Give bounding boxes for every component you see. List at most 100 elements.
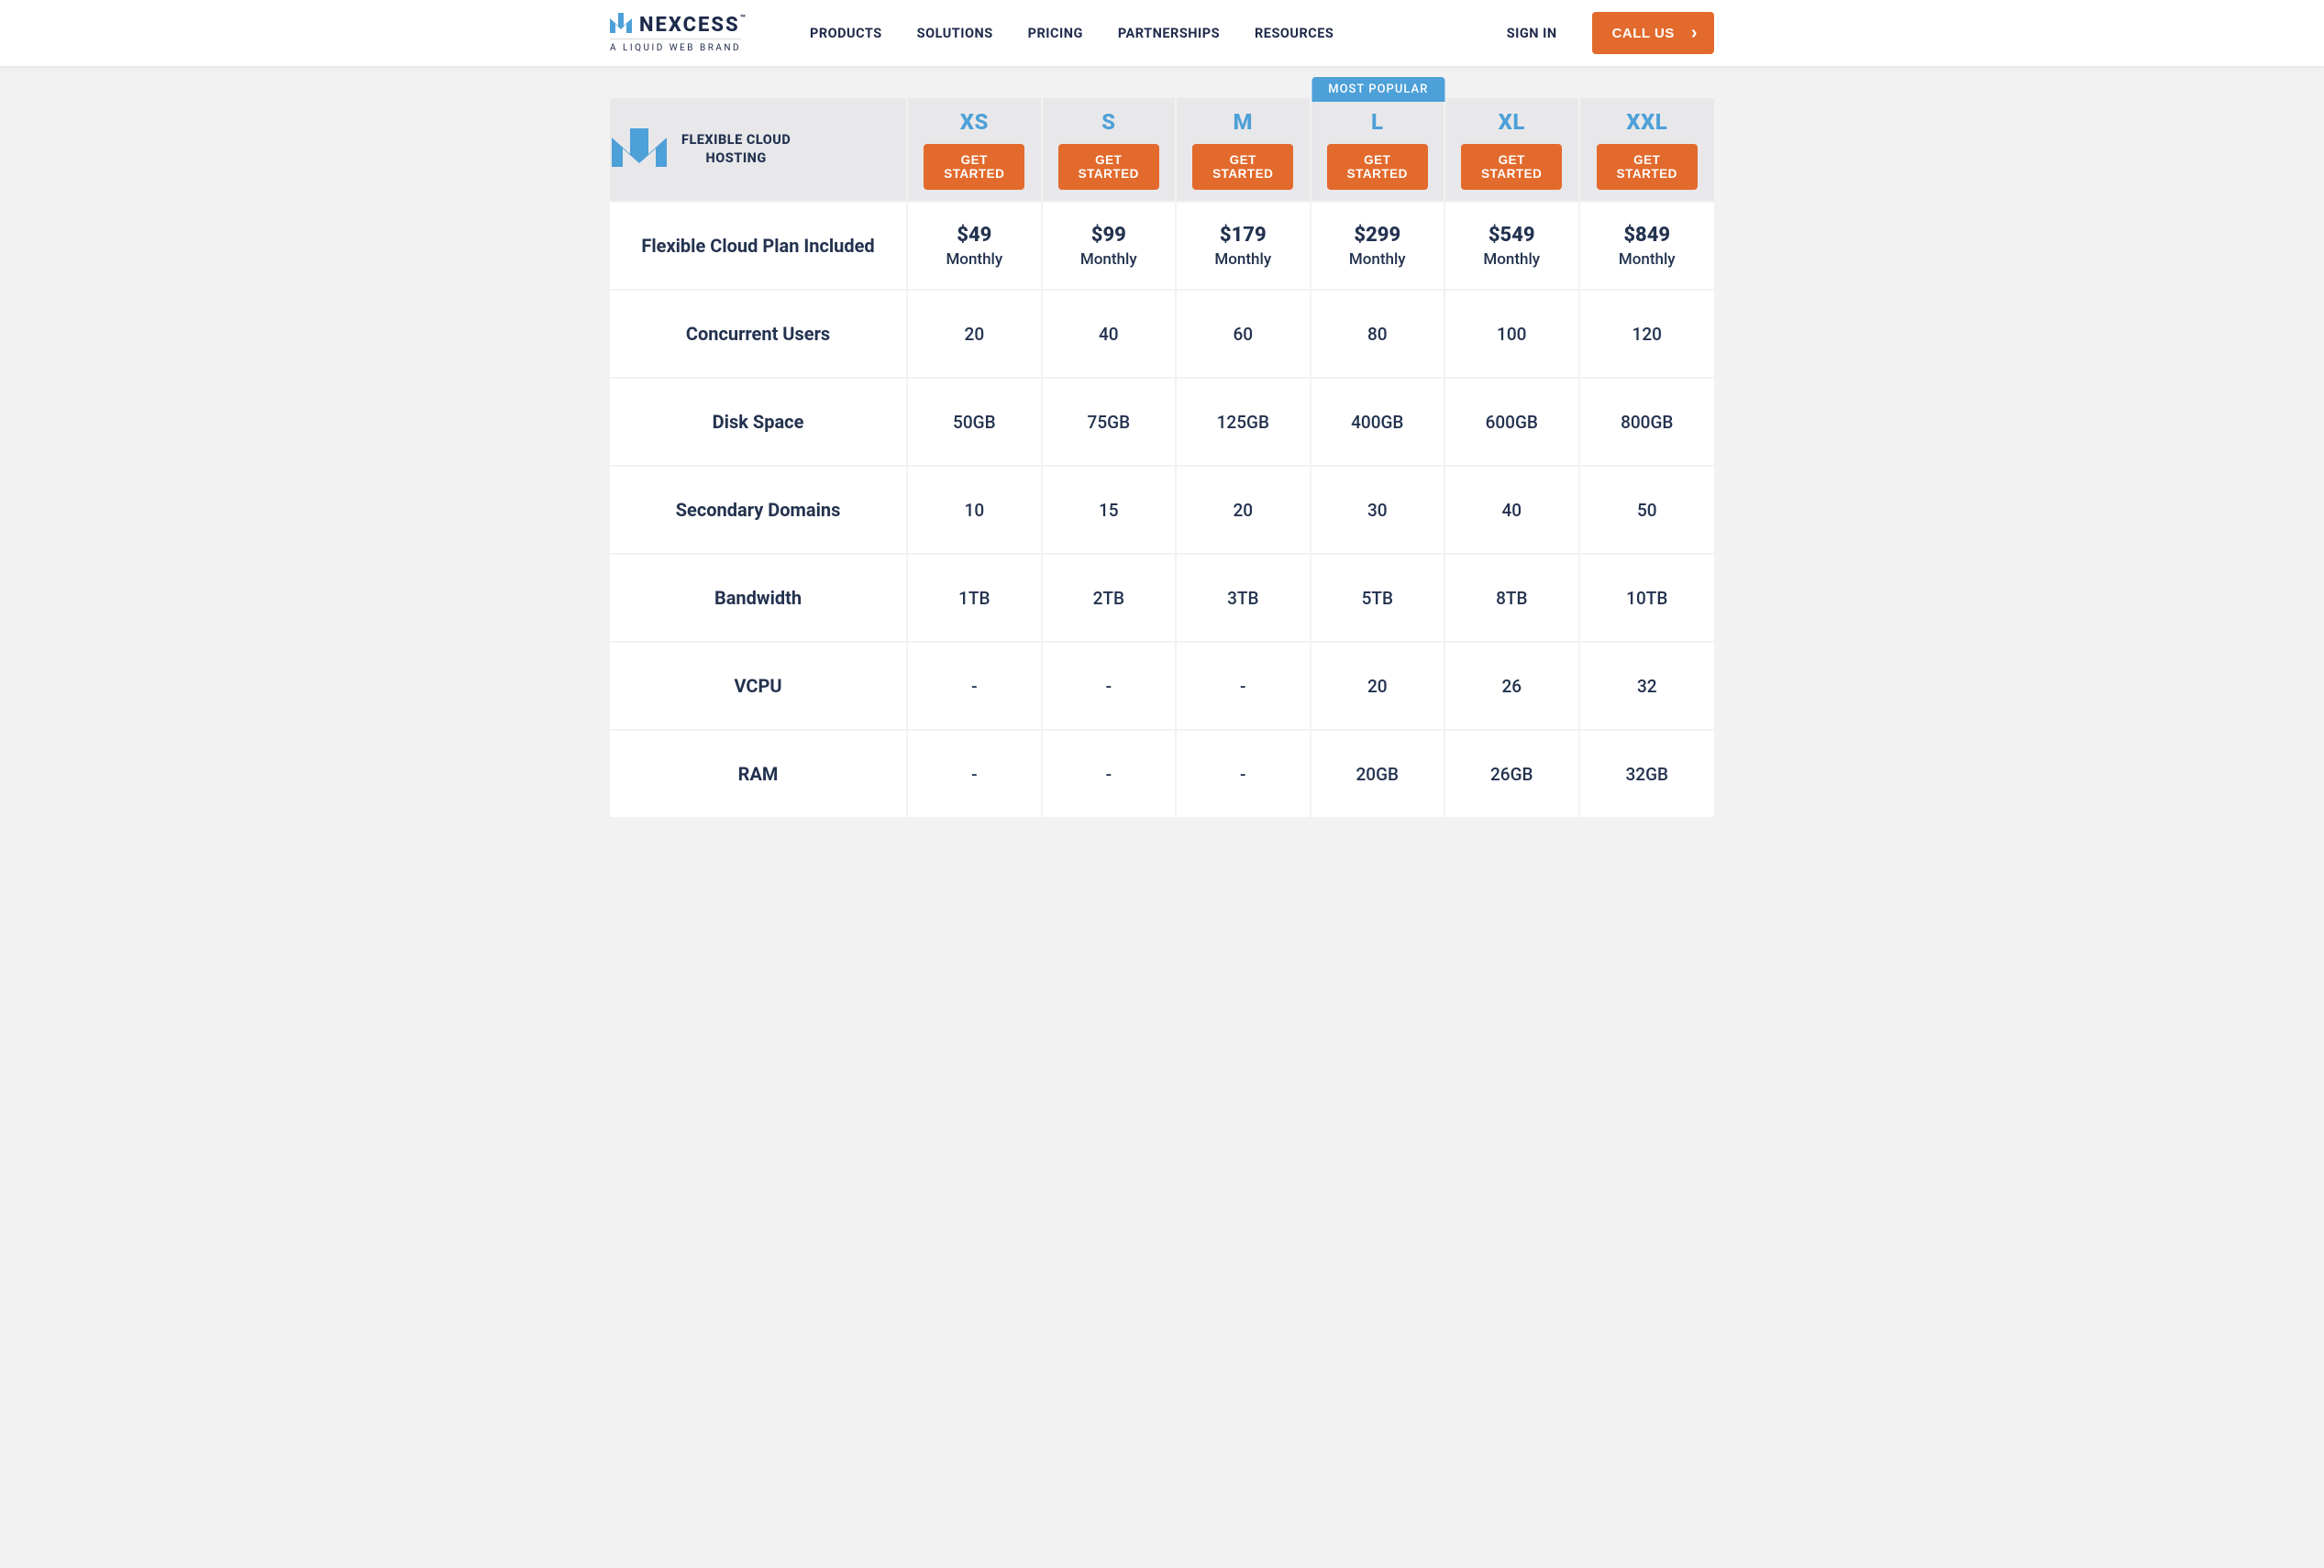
feature-label: Disk Space: [610, 379, 908, 467]
table-row: Concurrent Users20406080100120: [610, 291, 1714, 379]
feature-value: 50: [1580, 467, 1715, 555]
feature-value: 20: [1177, 467, 1311, 555]
feature-label: Secondary Domains: [610, 467, 908, 555]
feature-value: 8TB: [1445, 555, 1579, 643]
table-row: VCPU---202632: [610, 643, 1714, 731]
feature-value: $549 Monthly: [1445, 203, 1579, 291]
table-corner-cell: FLEXIBLE CLOUDHOSTING: [610, 98, 908, 203]
plan-price-period: Monthly: [946, 250, 1002, 269]
table-corner-title: FLEXIBLE CLOUDHOSTING: [681, 131, 791, 167]
feature-value: 40: [1445, 467, 1579, 555]
feature-value: -: [908, 731, 1042, 819]
feature-value: $849 Monthly: [1580, 203, 1715, 291]
feature-value: 30: [1311, 467, 1445, 555]
feature-value: 5TB: [1311, 555, 1445, 643]
get-started-l[interactable]: GET STARTED: [1327, 144, 1428, 190]
plan-name-m[interactable]: M: [1234, 109, 1254, 135]
primary-nav: PRODUCTS SOLUTIONS PRICING PARTNERSHIPS …: [810, 26, 1472, 41]
plan-header-l: L GET STARTED: [1311, 98, 1445, 203]
feature-value: 20: [908, 291, 1042, 379]
feature-value: 125GB: [1177, 379, 1311, 467]
feature-value: 120: [1580, 291, 1715, 379]
feature-value: -: [1177, 643, 1311, 731]
feature-value: $99Monthly: [1043, 203, 1177, 291]
chevron-right-icon: ›: [1691, 24, 1698, 42]
get-started-m[interactable]: GET STARTED: [1192, 144, 1293, 190]
signin-link[interactable]: SIGN IN: [1507, 26, 1557, 41]
site-header: NEXCESS™ A LIQUID WEB BRAND PRODUCTS SOL…: [0, 0, 2324, 67]
feature-value: 10TB: [1580, 555, 1715, 643]
table-row: RAM---20GB26GB32GB: [610, 731, 1714, 819]
most-popular-badge: MOST POPULAR: [1311, 77, 1444, 102]
plan-price-period: Monthly: [1349, 250, 1406, 269]
brand-name-text: NEXCESS: [639, 14, 740, 37]
nav-pricing[interactable]: PRICING: [1028, 26, 1083, 41]
feature-value: 1TB: [908, 555, 1042, 643]
plan-price-period: Monthly: [1483, 250, 1540, 269]
feature-label: VCPU: [610, 643, 908, 731]
feature-value: 15: [1043, 467, 1177, 555]
feature-value: 32GB: [1580, 731, 1715, 819]
nav-products[interactable]: PRODUCTS: [810, 26, 882, 41]
plan-header-xxl: XXL GET STARTED: [1580, 98, 1715, 203]
plan-header-xs: XS GET STARTED: [908, 98, 1042, 203]
plan-name-xxl[interactable]: XXL: [1626, 109, 1667, 135]
feature-value: 20GB: [1311, 731, 1445, 819]
feature-value: 600GB: [1445, 379, 1579, 467]
feature-value: $179 Monthly: [1177, 203, 1311, 291]
plan-header-s: S GET STARTED: [1043, 98, 1177, 203]
table-row: Bandwidth1TB2TB3TB5TB8TB10TB: [610, 555, 1714, 643]
plan-price: $849: [1623, 224, 1670, 247]
plan-price-period: Monthly: [1080, 250, 1137, 269]
nexcess-logo-icon: [610, 13, 632, 37]
feature-value: -: [1177, 731, 1311, 819]
feature-value: 10: [908, 467, 1042, 555]
table-row: Disk Space50GB75GB125GB400GB600GB800GB: [610, 379, 1714, 467]
feature-value: -: [1043, 643, 1177, 731]
nexcess-mark-icon: [610, 127, 669, 172]
feature-label: Bandwidth: [610, 555, 908, 643]
feature-label: Concurrent Users: [610, 291, 908, 379]
plan-name-s[interactable]: S: [1101, 109, 1115, 135]
plan-price-period: Monthly: [1214, 250, 1271, 269]
plan-name-xs[interactable]: XS: [960, 109, 989, 135]
table-row: Secondary Domains101520304050: [610, 467, 1714, 555]
feature-value: 75GB: [1043, 379, 1177, 467]
plan-name-l[interactable]: L: [1371, 109, 1384, 135]
feature-value: 32: [1580, 643, 1715, 731]
feature-value: 2TB: [1043, 555, 1177, 643]
brand-logo[interactable]: NEXCESS™ A LIQUID WEB BRAND: [610, 13, 747, 53]
feature-value: 26: [1445, 643, 1579, 731]
get-started-xs[interactable]: GET STARTED: [924, 144, 1024, 190]
feature-value: 400GB: [1311, 379, 1445, 467]
feature-value: 40: [1043, 291, 1177, 379]
plan-price: $299: [1354, 224, 1400, 247]
plan-price: $49: [957, 224, 991, 247]
pricing-table-wrap: MOST POPULAR FLEXIBLE CLOUDHOSTINGXSGET …: [610, 98, 1714, 819]
feature-value: 60: [1177, 291, 1311, 379]
nav-resources[interactable]: RESOURCES: [1255, 26, 1334, 41]
feature-value: 3TB: [1177, 555, 1311, 643]
feature-value: 20: [1311, 643, 1445, 731]
plan-name-xl[interactable]: XL: [1499, 109, 1525, 135]
feature-value: 100: [1445, 291, 1579, 379]
call-us-button[interactable]: CALL US ›: [1592, 12, 1714, 54]
get-started-xl[interactable]: GET STARTED: [1461, 144, 1562, 190]
get-started-s[interactable]: GET STARTED: [1058, 144, 1159, 190]
plan-price: $179: [1220, 224, 1267, 247]
feature-value: 800GB: [1580, 379, 1715, 467]
plan-header-m: M GET STARTED: [1177, 98, 1311, 203]
plan-price-period: Monthly: [1619, 250, 1676, 269]
get-started-xxl[interactable]: GET STARTED: [1597, 144, 1698, 190]
pricing-table: FLEXIBLE CLOUDHOSTING XS GET STARTED S GET S…: [610, 98, 1714, 819]
plan-price: $549: [1488, 224, 1535, 247]
nav-partnerships[interactable]: PARTNERSHIPS: [1118, 26, 1220, 41]
nav-solutions[interactable]: SOLUTIONS: [917, 26, 993, 41]
feature-value: $299 Monthly: [1311, 203, 1445, 291]
feature-value: 80: [1311, 291, 1445, 379]
call-us-label: CALL US: [1612, 26, 1675, 41]
plan-header-xl: XL GET STARTED: [1445, 98, 1579, 203]
feature-label: RAM: [610, 731, 908, 819]
feature-value: 50GB: [908, 379, 1042, 467]
feature-value: -: [1043, 731, 1177, 819]
